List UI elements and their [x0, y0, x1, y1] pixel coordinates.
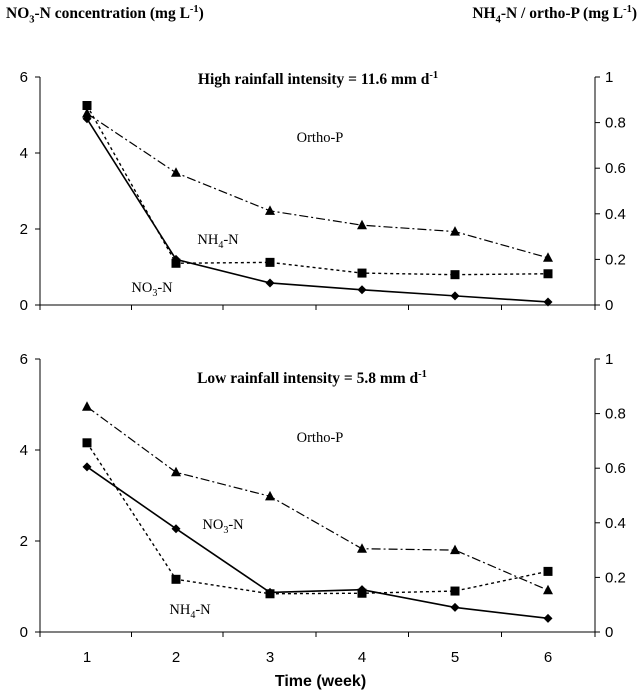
right-axis-label-sup: -1: [623, 4, 632, 15]
left-y-tick-label: 6: [20, 69, 28, 86]
ortho-p-line: [86, 112, 549, 259]
x-tick-label: 2: [172, 649, 180, 666]
panel-title-sup: -1: [429, 70, 438, 81]
nh4-n-point: [265, 589, 275, 599]
nh4-n-point: [82, 438, 92, 448]
right-y-tick-label: 0.8: [605, 406, 626, 423]
left-y-tick-label: 4: [20, 145, 28, 162]
panel-title: Low rainfall intensity = 5.8 mm d-1: [197, 369, 427, 387]
ortho-p-series-label: Ortho-P: [297, 130, 344, 146]
left-y-tick-label: 2: [20, 533, 28, 550]
right-y-tick-label: 0.2: [605, 569, 626, 586]
nh4-n-point: [171, 258, 181, 268]
panel-title-main: Low rainfall intensity = 5.8 mm d: [197, 370, 418, 387]
x-tick-label: 4: [358, 649, 366, 666]
nh4-n-series-label: NH4-N: [197, 232, 239, 251]
right-axis-label-end: ): [631, 5, 637, 23]
ortho-p-line: [86, 406, 549, 591]
ortho-p-point: [265, 490, 275, 501]
no3-n-point: [171, 524, 181, 534]
left-y-tick-label: 4: [20, 442, 28, 459]
ortho-p-point: [543, 584, 553, 595]
left-axis-label-rest: -N concentration (mg L: [34, 5, 190, 23]
nh4-n-point: [265, 257, 275, 267]
chart-panel-2: 0 2 4 6 0 0.2 0.4 0.6 0.8 1 1 2 3 4 5 6 Low rainfall int…: [20, 351, 626, 666]
right-y-tick-label: 0.2: [605, 251, 626, 268]
no3-n-line: [86, 118, 549, 303]
ortho-p-point: [171, 466, 181, 477]
left-axis-label-sup: -1: [189, 4, 199, 15]
right-axis-label-rest: -N / ortho-P (mg L: [500, 5, 624, 23]
right-y-tick-label: 0: [605, 297, 613, 314]
nh4-n-point: [450, 586, 460, 596]
no3-n-series-label: NO3-N: [131, 280, 173, 299]
right-axis-label-chem: NH: [472, 5, 496, 23]
no3-n-line: [86, 466, 549, 620]
right-axis-label: NH4-N / ortho-P (mg L-1): [472, 4, 637, 25]
nh4-n-point: [357, 588, 367, 598]
chart-panel-1: 0 2 4 6 0 0.2 0.4 0.6 0.8 1 High rainfall intensit…: [20, 69, 626, 314]
right-y-tick-label: 1: [605, 69, 613, 86]
left-y-tick-label: 0: [20, 624, 28, 641]
left-y-tick-label: 0: [20, 297, 28, 314]
no3-n-point: [543, 613, 553, 623]
ortho-p-point: [357, 543, 367, 553]
ortho-p-point: [450, 544, 460, 555]
no3-n-point: [543, 297, 553, 307]
ortho-p-point: [171, 167, 181, 177]
nh4-n-point: [171, 574, 181, 584]
left-y-tick-label: 2: [20, 221, 28, 238]
left-y-tick-label: 6: [20, 351, 28, 368]
nh4-n-line: [86, 442, 549, 595]
nh4-n-point: [543, 269, 553, 279]
ortho-p-point: [543, 252, 553, 262]
nh4-n-point: [450, 270, 460, 280]
x-tick-label: 5: [451, 649, 459, 666]
nh4-n-point: [543, 566, 553, 576]
x-tick-label: 6: [544, 649, 552, 666]
right-axis-label-sub: 4: [495, 14, 501, 26]
panel-title-main: High rainfall intensity = 11.6 mm d: [198, 71, 430, 88]
x-tick-label: 1: [83, 649, 91, 666]
panel-title-sup: -1: [418, 369, 427, 380]
nh4-n-point: [357, 268, 367, 278]
left-axis-label-end: ): [198, 5, 204, 23]
x-axis-label: Time (week): [274, 673, 367, 690]
left-axis-label: NO3-N concentration (mg L-1): [6, 4, 204, 25]
ortho-p-point: [265, 205, 275, 215]
ortho-p-point: [82, 401, 92, 411]
no3-n-point: [265, 278, 275, 288]
ortho-p-point: [82, 107, 92, 118]
right-y-tick-label: 0.4: [605, 206, 626, 223]
no3-n-point: [450, 291, 460, 301]
no3-n-point: [450, 602, 460, 612]
ortho-p-point: [357, 219, 367, 230]
right-y-tick-label: 0: [605, 624, 613, 641]
right-y-tick-label: 0.4: [605, 515, 626, 532]
right-y-tick-label: 1: [605, 351, 613, 368]
left-axis-label-chem: NO: [6, 5, 30, 23]
ortho-p-series-label: Ortho-P: [297, 430, 344, 446]
right-y-tick-label: 0.6: [605, 460, 626, 477]
no3-n-point: [357, 285, 367, 295]
x-tick-label: 3: [266, 649, 274, 666]
right-y-tick-label: 0.6: [605, 160, 626, 177]
panel-title: High rainfall intensity = 11.6 mm d-1: [198, 70, 438, 88]
nh4-n-line: [86, 105, 549, 276]
right-y-tick-label: 0.8: [605, 115, 626, 132]
nh4-n-series-label: NH4-N: [169, 602, 211, 621]
ortho-p-point: [450, 226, 460, 236]
nh4-n-point: [82, 101, 92, 110]
no3-n-series-label: NO3-N: [202, 517, 244, 536]
left-axis-label-sub: 3: [29, 14, 35, 26]
no3-n-point: [82, 462, 92, 472]
